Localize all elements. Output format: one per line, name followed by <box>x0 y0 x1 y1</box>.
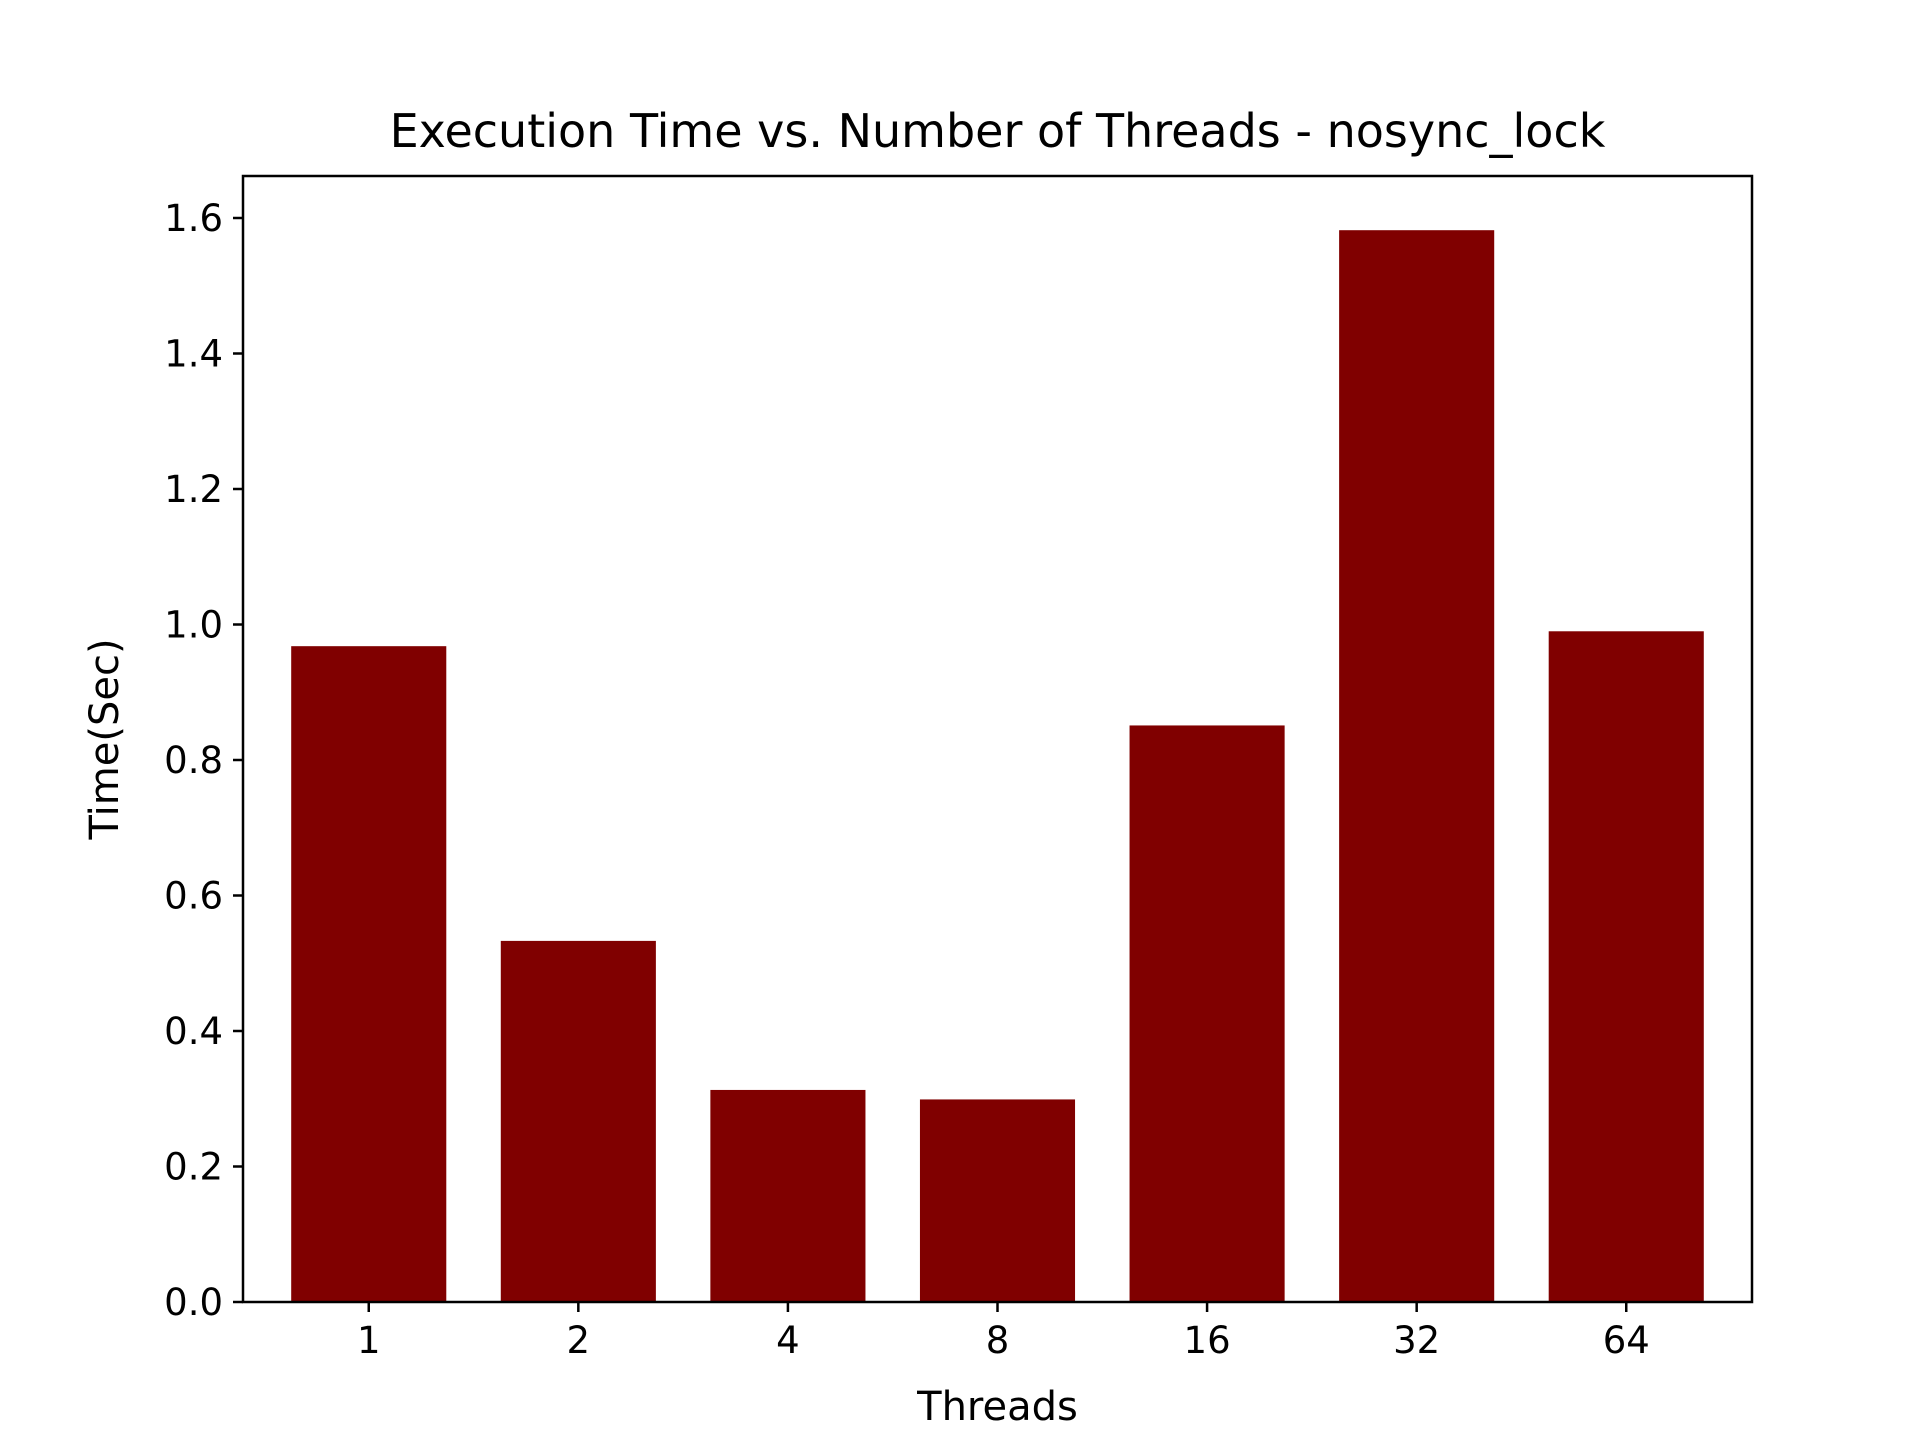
y-tick-label: 0.2 <box>164 1146 223 1189</box>
x-tick-label: 32 <box>1393 1319 1440 1362</box>
y-tick-label: 0.6 <box>164 875 223 918</box>
x-axis-ticks: 1 2 4 8 16 32 64 <box>357 1302 1650 1362</box>
y-tick-label: 0.8 <box>164 739 223 782</box>
bar-8 <box>919 1099 1076 1302</box>
y-tick-label: 1.6 <box>164 197 223 240</box>
bar-1 <box>291 646 447 1302</box>
bar-4 <box>710 1089 866 1302</box>
x-tick-label: 4 <box>776 1319 800 1362</box>
y-axis-label: Time(Sec) <box>82 638 128 840</box>
y-tick-label: 1.2 <box>164 468 223 511</box>
bars-layer <box>291 230 1704 1303</box>
bar-32 <box>1339 230 1495 1303</box>
y-tick-label: 0.4 <box>164 1010 223 1053</box>
x-tick-label: 64 <box>1603 1319 1650 1362</box>
bar-2 <box>500 940 656 1302</box>
x-tick-label: 16 <box>1184 1319 1231 1362</box>
bar-16 <box>1129 725 1285 1302</box>
x-tick-label: 8 <box>986 1319 1010 1362</box>
x-tick-label: 2 <box>567 1319 591 1362</box>
y-tick-label: 1.0 <box>164 604 223 647</box>
y-tick-label: 1.4 <box>164 333 223 376</box>
chart-title: Execution Time vs. Number of Threads - n… <box>390 104 1606 158</box>
y-tick-label: 0.0 <box>164 1281 223 1324</box>
plot-frame <box>241 174 1754 1304</box>
x-axis-label: Threads <box>916 1384 1078 1430</box>
x-tick-label: 1 <box>357 1319 381 1362</box>
y-axis-ticks: 0.0 0.2 0.4 0.6 0.8 1.0 1.2 1.4 1.6 <box>164 197 243 1324</box>
bar-64 <box>1548 631 1704 1302</box>
